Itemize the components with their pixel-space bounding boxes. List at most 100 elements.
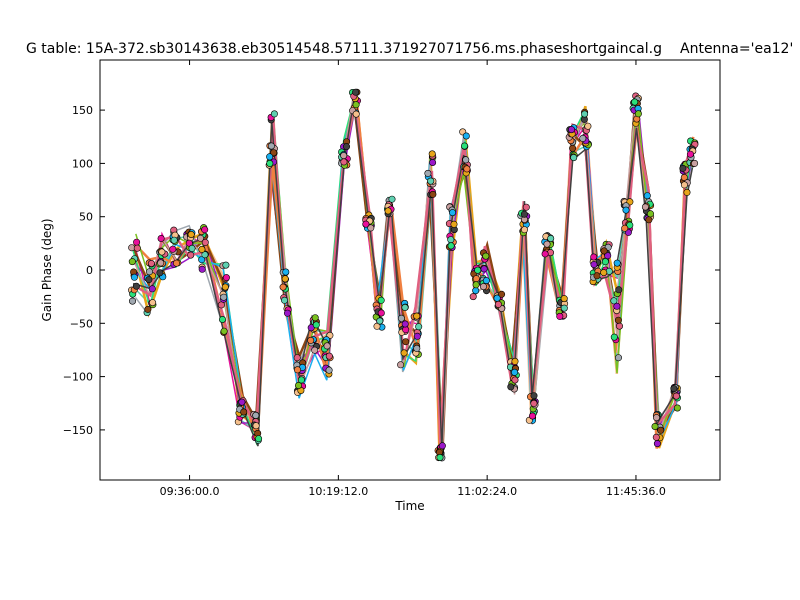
data-point: [415, 323, 423, 331]
data-point: [294, 381, 302, 389]
data-point: [569, 144, 577, 152]
data-point: [156, 269, 164, 277]
data-point: [560, 304, 568, 312]
data-point: [266, 153, 274, 161]
data-point: [626, 221, 634, 229]
data-point: [651, 422, 659, 430]
data-point: [133, 244, 141, 252]
data-point: [610, 297, 618, 305]
data-point: [652, 433, 660, 441]
x-axis-label: Time: [394, 499, 424, 513]
data-point: [479, 283, 487, 291]
data-point: [613, 259, 621, 267]
data-point: [158, 248, 166, 256]
data-point: [541, 250, 549, 258]
data-point: [397, 314, 405, 322]
chart-subtitle: Antenna='ea12': [680, 41, 793, 57]
data-point: [252, 422, 260, 430]
data-point: [480, 265, 488, 273]
data-point: [146, 268, 154, 276]
data-point: [149, 299, 157, 307]
data-point: [377, 309, 385, 317]
data-point: [129, 297, 137, 305]
data-point: [646, 210, 654, 218]
data-point: [680, 174, 688, 182]
data-point: [311, 314, 319, 322]
data-point: [145, 276, 153, 284]
data-point: [615, 286, 623, 294]
data-point: [401, 303, 409, 311]
data-point: [670, 385, 678, 393]
data-point: [482, 252, 490, 260]
data-point: [450, 220, 458, 228]
data-point: [413, 344, 421, 352]
data-point: [498, 290, 506, 298]
data-point: [342, 143, 350, 151]
data-point: [447, 236, 455, 244]
data-point: [293, 366, 301, 374]
data-point: [530, 399, 538, 407]
y-axis-label: Gain Phase (deg): [40, 218, 54, 321]
data-point: [201, 238, 209, 246]
data-point: [679, 164, 687, 172]
x-axis: 09:36:00.0 10:19:12.0 11:02:24.0 11:45:36.0: [160, 60, 666, 498]
data-point: [198, 256, 206, 264]
data-point: [132, 282, 140, 290]
data-point: [494, 300, 502, 308]
data-point: [556, 312, 564, 320]
data-point: [429, 190, 437, 198]
y-tick-label: 0: [86, 264, 93, 277]
y-tick-label: −100: [63, 371, 93, 384]
data-point: [173, 259, 181, 267]
data-point: [362, 220, 370, 228]
data-point: [673, 404, 681, 412]
data-point: [413, 312, 421, 320]
data-point: [197, 234, 205, 242]
data-point: [367, 224, 375, 232]
data-point: [581, 110, 589, 118]
data-point: [614, 316, 622, 324]
data-point: [198, 245, 206, 253]
data-point: [584, 122, 592, 130]
data-point: [384, 207, 392, 215]
data-point: [528, 412, 536, 420]
data-point: [312, 321, 320, 329]
data-point: [507, 383, 515, 391]
data-point: [590, 253, 598, 261]
data-point: [460, 142, 468, 150]
data-point: [413, 332, 421, 340]
data-point: [600, 269, 608, 277]
data-point: [240, 408, 248, 416]
data-point: [282, 268, 290, 276]
data-point: [600, 247, 608, 255]
data-point: [388, 195, 396, 203]
data-point: [376, 317, 384, 325]
data-point: [270, 110, 278, 118]
data-point: [547, 235, 555, 243]
data-point: [220, 327, 228, 335]
x-tick-label: 11:02:24.0: [457, 485, 517, 498]
data-point: [352, 110, 360, 118]
data-point: [579, 134, 587, 142]
data-point: [220, 293, 228, 301]
x-tick-label: 10:19:12.0: [308, 485, 368, 498]
data-point: [448, 209, 456, 217]
data-point: [683, 188, 691, 196]
data-point: [601, 258, 609, 266]
data-point: [279, 283, 287, 291]
data-point: [657, 426, 665, 434]
data-point: [429, 159, 437, 167]
data-point: [307, 336, 315, 344]
data-point: [463, 165, 471, 173]
data-point: [187, 251, 195, 259]
data-point: [621, 224, 629, 232]
data-point: [170, 236, 178, 244]
data-point: [219, 315, 227, 323]
data-point: [511, 368, 519, 376]
data-point: [645, 216, 653, 224]
data-point: [157, 259, 165, 267]
data-point: [128, 258, 136, 266]
data-point: [604, 252, 612, 260]
data-point: [293, 354, 301, 362]
data-point: [267, 142, 275, 150]
